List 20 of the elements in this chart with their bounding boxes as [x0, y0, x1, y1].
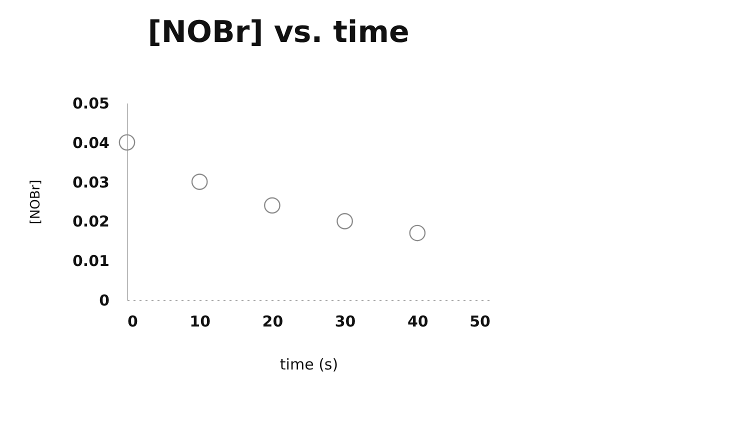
point — [264, 197, 280, 214]
x-tick-label: 50 — [470, 312, 490, 330]
x-tick-label: 0 — [128, 312, 138, 330]
y-axis-title: [NOBr] — [28, 180, 44, 224]
point — [336, 213, 353, 230]
y-tick-label: 0.05 — [72, 94, 110, 112]
x-tick-label: 30 — [334, 312, 356, 330]
point — [191, 174, 208, 190]
y-tick-label: 0.04 — [72, 134, 110, 152]
y-tick-label: 0.03 — [72, 173, 110, 192]
point — [409, 224, 426, 242]
y-tick-label: 0.02 — [72, 212, 110, 231]
chart-title: [NOBr] vs. time — [148, 15, 410, 50]
point — [118, 134, 136, 151]
x-tick-label: 20 — [262, 312, 284, 330]
y-tick-label: 0.01 — [72, 252, 110, 270]
x-tick-label: 10 — [190, 312, 211, 330]
x-tick-label: 40 — [407, 312, 428, 330]
x-axis-title: time (s) — [280, 356, 338, 374]
y-tick-label: 0 — [99, 292, 110, 310]
